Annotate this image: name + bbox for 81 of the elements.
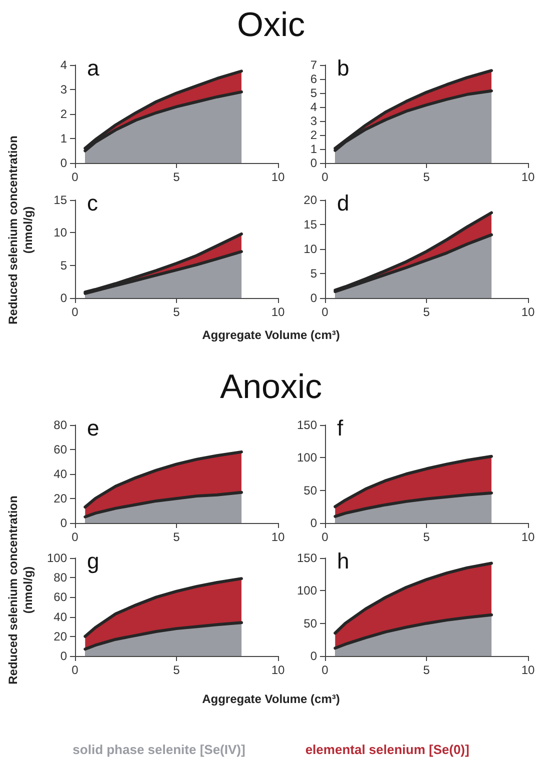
y-tick-label: 4 <box>60 58 68 72</box>
x-tick-label: 0 <box>72 530 79 544</box>
x-axis-title: Aggregate Volume (cm³) <box>201 692 341 706</box>
y-tick-label: 15 <box>54 193 68 207</box>
x-tick-label: 10 <box>521 663 535 677</box>
x-tick-label: 10 <box>271 530 285 544</box>
y-tick-label: 2 <box>310 128 318 142</box>
x-axis-title: Aggregate Volume (cm³) <box>201 328 341 342</box>
x-tick-label: 10 <box>521 170 535 184</box>
y-tick-label: 15 <box>304 218 318 232</box>
y-tick-label: 60 <box>54 590 68 604</box>
y-tick-label: 150 <box>296 551 318 565</box>
x-tick-label: 5 <box>423 305 430 319</box>
y-tick-label: 100 <box>296 584 318 598</box>
x-tick-label: 5 <box>173 530 180 544</box>
y-tick-label: 3 <box>310 114 318 128</box>
y-tick-label: 0 <box>310 649 318 663</box>
y-tick-label: 0 <box>60 291 68 305</box>
x-tick-label: 0 <box>72 663 79 677</box>
x-tick-label: 10 <box>271 170 285 184</box>
y-tick-label: 10 <box>304 242 318 256</box>
y-tick-label: 2 <box>60 107 68 121</box>
y-tick-label: 20 <box>54 492 68 506</box>
y-tick-label: 100 <box>46 551 68 565</box>
y-tick-label: 0 <box>310 156 318 170</box>
y-tick-label: 0 <box>60 156 68 170</box>
x-tick-label: 0 <box>322 530 329 544</box>
annotation: g <box>87 548 100 574</box>
y-tick-label: 40 <box>54 467 68 481</box>
x-tick-label: 10 <box>521 305 535 319</box>
y-tick-label: 80 <box>54 418 68 432</box>
x-tick-label: 0 <box>72 305 79 319</box>
annotation: e <box>87 416 100 440</box>
text: solid phase selenite [Se(IV)] <box>72 742 246 757</box>
x-tick-label: 10 <box>521 530 535 544</box>
y-tick-label: 50 <box>304 483 318 498</box>
x-tick-label: 5 <box>173 663 180 677</box>
y-tick-label: 3 <box>60 82 68 96</box>
y-tick-label: 0 <box>310 516 318 530</box>
y-tick-label: 40 <box>54 610 68 624</box>
y-tick-label: 80 <box>54 570 68 585</box>
y-tick-label: 10 <box>54 226 68 240</box>
y-tick-label: 6 <box>310 72 318 86</box>
x-tick-label: 10 <box>271 663 285 677</box>
y-tick-label: 100 <box>296 450 318 465</box>
x-tick-label: 5 <box>423 170 430 184</box>
y-axis-title: Reduced selenium concentration (nmol/g) <box>6 494 36 686</box>
x-tick-label: 0 <box>322 663 329 677</box>
chart-title: Oxic <box>236 6 306 45</box>
y-tick-label: 5 <box>310 86 318 100</box>
y-tick-label: 1 <box>60 132 68 146</box>
y-tick-label: 1 <box>310 142 318 156</box>
y-tick-label: 0 <box>60 516 68 530</box>
chart-title: Anoxic <box>218 368 324 407</box>
annotation: c <box>87 190 98 216</box>
y-tick-label: 60 <box>54 442 68 456</box>
annotation: a <box>87 56 100 80</box>
y-tick-label: 0 <box>60 649 68 663</box>
y-tick-label: 5 <box>60 258 68 272</box>
y-tick-label: 0 <box>310 291 318 305</box>
x-tick-label: 10 <box>271 305 285 319</box>
x-tick-label: 5 <box>423 530 430 544</box>
y-tick-label: 20 <box>54 629 68 644</box>
x-tick-label: 0 <box>322 170 329 184</box>
text: elemental selenium [Se(0)] <box>305 742 470 757</box>
annotation: h <box>337 548 350 574</box>
annotation: f <box>337 416 344 440</box>
y-tick-label: 50 <box>304 616 318 630</box>
y-tick-label: 5 <box>310 266 318 280</box>
y-axis-title: Reduced selenium concentration (nmol/g) <box>6 134 36 326</box>
x-tick-label: 5 <box>173 170 180 184</box>
annotation: b <box>337 56 350 80</box>
y-tick-label: 150 <box>296 418 318 432</box>
y-tick-label: 20 <box>304 193 318 207</box>
y-tick-label: 4 <box>310 100 318 114</box>
x-tick-label: 0 <box>72 170 79 184</box>
x-tick-label: 5 <box>423 663 430 677</box>
x-tick-label: 5 <box>173 305 180 319</box>
x-tick-label: 0 <box>322 305 329 319</box>
annotation: d <box>337 190 350 216</box>
y-tick-label: 7 <box>310 58 318 72</box>
